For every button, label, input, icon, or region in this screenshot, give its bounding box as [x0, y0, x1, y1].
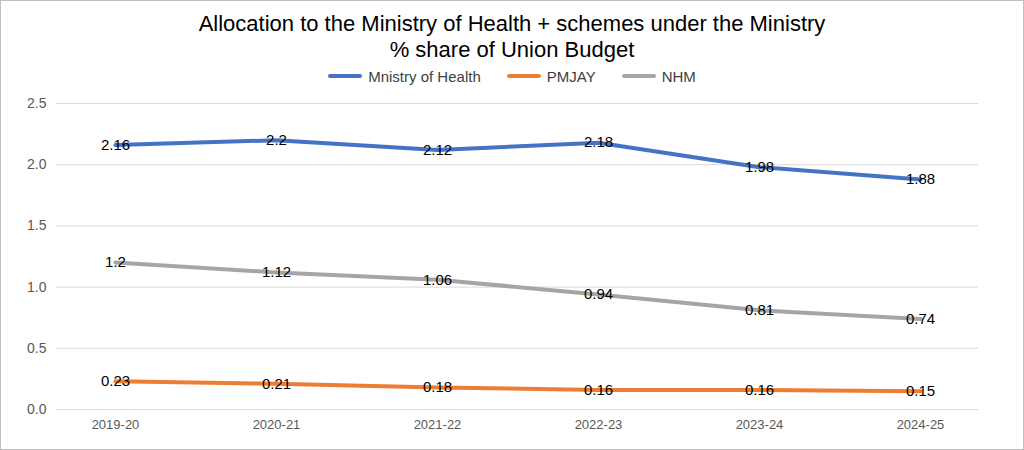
svg-text:0.5: 0.5 — [27, 340, 47, 356]
svg-text:0.74: 0.74 — [906, 310, 935, 327]
svg-text:1.2: 1.2 — [105, 253, 126, 270]
svg-text:2.2: 2.2 — [266, 131, 287, 148]
svg-text:0.81: 0.81 — [745, 301, 774, 318]
html-text:% share of Union Budget: % share of Union Budget — [389, 37, 635, 62]
svg-text:2021-22: 2021-22 — [414, 417, 462, 432]
svg-text:2024-25: 2024-25 — [897, 417, 945, 432]
svg-text:1.12: 1.12 — [262, 263, 291, 280]
svg-text:1.06: 1.06 — [423, 271, 452, 288]
svg-text:2.18: 2.18 — [584, 133, 613, 150]
svg-text:1.5: 1.5 — [27, 217, 47, 233]
svg-text:2019-20: 2019-20 — [92, 417, 140, 432]
svg-text:1.88: 1.88 — [906, 170, 935, 187]
svg-text:2.5: 2.5 — [27, 95, 47, 111]
html-text:PMJAY: PMJAY — [546, 67, 596, 85]
svg-text:1.98: 1.98 — [745, 158, 774, 175]
svg-text:0.15: 0.15 — [906, 382, 935, 399]
svg-text:2.0: 2.0 — [27, 156, 47, 172]
svg-text:1.0: 1.0 — [27, 279, 47, 295]
svg-text:0.16: 0.16 — [745, 381, 774, 398]
html-text:Mnistry of Health: Mnistry of Health — [368, 67, 481, 85]
svg-text:0.23: 0.23 — [101, 372, 130, 389]
svg-text:0.0: 0.0 — [27, 401, 47, 417]
html-text:Allocation to the Ministry of: Allocation to the Ministry of Health + s… — [198, 11, 826, 36]
svg-text:2.12: 2.12 — [423, 141, 452, 158]
svg-text:0.21: 0.21 — [262, 375, 291, 392]
svg-text:2023-24: 2023-24 — [736, 417, 784, 432]
svg-text:2022-23: 2022-23 — [575, 417, 623, 432]
svg-text:2.16: 2.16 — [101, 136, 130, 153]
html-text:NHM: NHM — [661, 67, 696, 85]
svg-text:0.16: 0.16 — [584, 381, 613, 398]
svg-text:0.94: 0.94 — [584, 285, 613, 302]
svg-text:2020-21: 2020-21 — [253, 417, 301, 432]
svg-text:0.18: 0.18 — [423, 378, 452, 395]
